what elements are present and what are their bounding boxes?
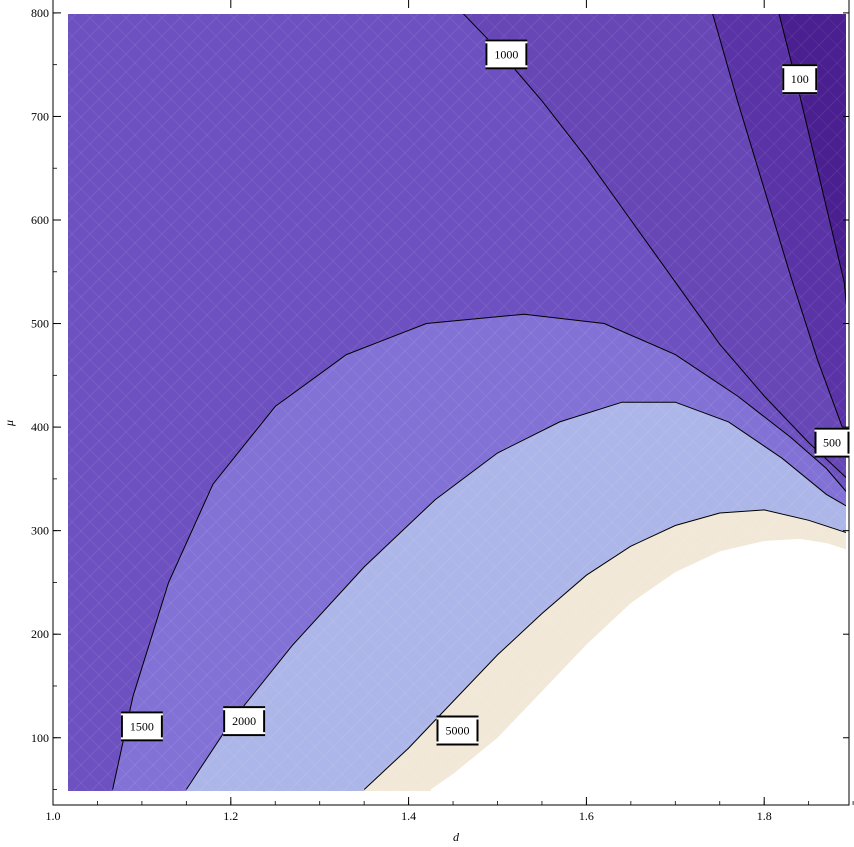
contour-line-2000 [185, 401, 846, 790]
contour-line-1000 [462, 14, 846, 479]
x-tick-label: 1.4 [401, 809, 416, 823]
x-tick-label: 1.8 [757, 809, 772, 823]
y-tick-label: 300 [31, 524, 49, 538]
contour-label-5000: 5000 [436, 715, 479, 746]
contour-line-5000 [363, 509, 846, 790]
y-tick-label: 400 [31, 420, 49, 434]
contour-label-text: 5000 [445, 724, 469, 738]
contour-label-text: 1500 [130, 719, 154, 733]
contour-label-box [120, 711, 163, 742]
y-tick-label: 700 [31, 109, 49, 123]
contour-label-text: 2000 [232, 714, 256, 728]
contour-label-box [485, 39, 528, 70]
contour-label-box [782, 64, 818, 95]
contour-label-500: 500 [814, 427, 850, 458]
contour-label-box [223, 706, 266, 737]
contour-label-1500: 1500 [120, 711, 163, 742]
y-tick-label: 100 [31, 731, 49, 745]
plot-border [52, 0, 850, 806]
contour-label-1000: 1000 [485, 39, 528, 70]
y-tick-label: 800 [31, 6, 49, 20]
contour-label-100: 100 [782, 64, 818, 95]
y-axis-title: μ [2, 420, 16, 427]
contour-label-text: 1000 [494, 47, 518, 61]
contour-label-text: 100 [791, 72, 809, 86]
axis-ticks: 1.0 1.2 1.4 1.6 1.8 100 200 300 400 500 600 700 800 [31, 0, 854, 823]
y-tick-label: 200 [31, 627, 49, 641]
y-tick-label: 500 [31, 317, 49, 331]
contour-label-2000: 2000 [223, 706, 266, 737]
x-tick-label: 1.2 [223, 809, 238, 823]
x-axis-title: d [453, 830, 460, 844]
plot-texture [68, 14, 846, 791]
plot-frame [52, 0, 850, 806]
contour-label-box [814, 427, 850, 458]
x-tick-label: 1.6 [579, 809, 594, 823]
contour-line-1500 [112, 313, 846, 790]
contour-label-box [436, 715, 479, 746]
contour-labels: 100 500 1000 1500 2000 5000 [120, 39, 850, 746]
x-tick-label: 1.0 [46, 809, 61, 823]
y-tick-label: 600 [31, 213, 49, 227]
contour-label-text: 500 [823, 436, 841, 450]
